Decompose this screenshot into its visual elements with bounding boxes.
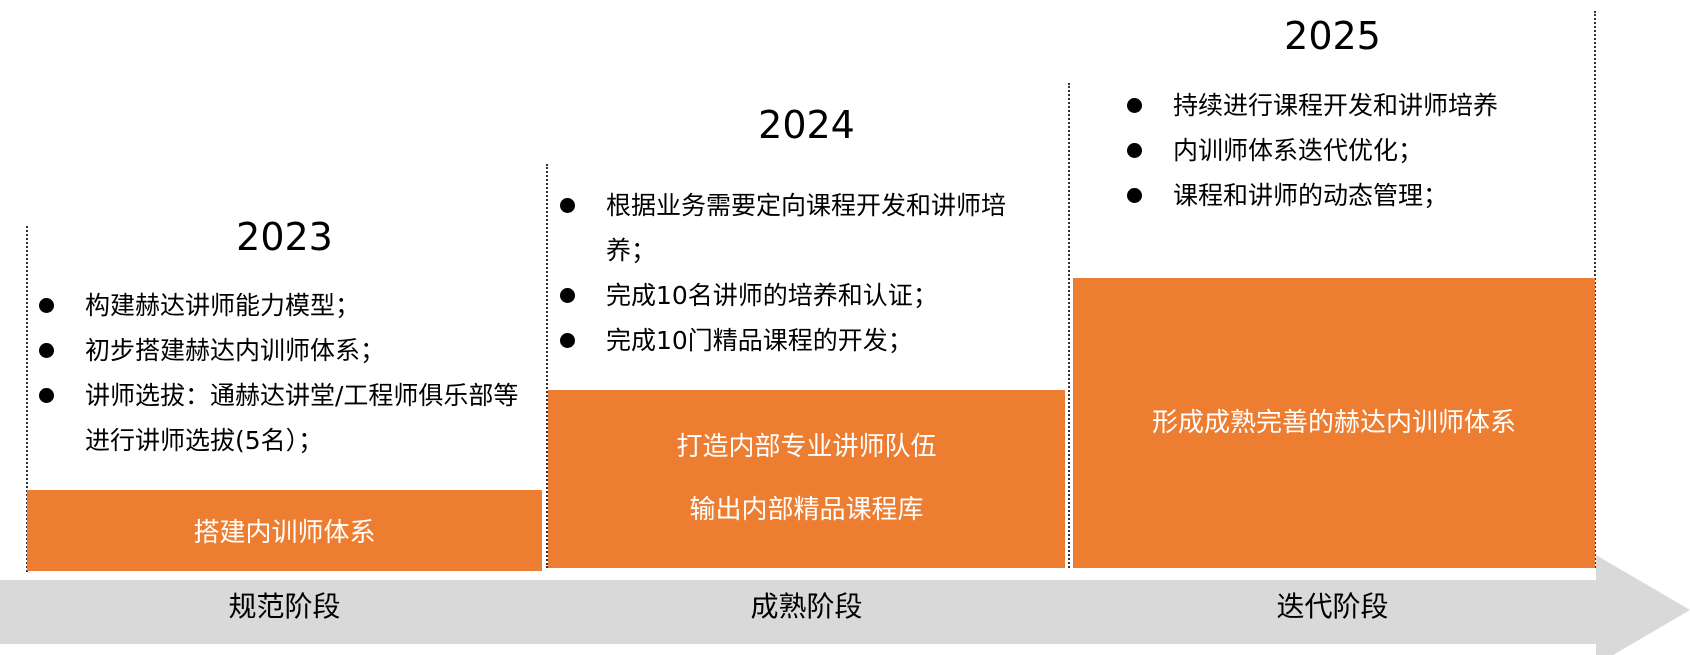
bullet-item: 构建赫达讲师能力模型； bbox=[27, 283, 542, 328]
divider-line bbox=[26, 226, 28, 572]
goal-text: 搭建内训师体系 bbox=[193, 518, 376, 548]
year-label: 2023 bbox=[236, 215, 333, 259]
stage-label: 成熟阶段 bbox=[750, 590, 863, 623]
stage-label: 迭代阶段 bbox=[1276, 590, 1389, 623]
goal-box: 形成成熟完善的赫达内训师体系 bbox=[1073, 278, 1595, 568]
bullet-item: 课程和讲师的动态管理； bbox=[1115, 173, 1555, 218]
bullet-item: 讲师选拔：通赫达讲堂/工程师俱乐部等进行讲师选拔(5名）； bbox=[27, 373, 542, 463]
bullet-list: 持续进行课程开发和讲师培养 内训师体系迭代优化； 课程和讲师的动态管理； bbox=[1115, 83, 1555, 218]
bullet-item: 内训师体系迭代优化； bbox=[1115, 128, 1555, 173]
year-label: 2024 bbox=[758, 103, 855, 147]
goal-text: 输出内部精品课程库 bbox=[689, 495, 924, 525]
year-label: 2025 bbox=[1284, 14, 1381, 58]
goal-box: 搭建内训师体系 bbox=[27, 490, 542, 571]
arrow-shape bbox=[0, 555, 1690, 655]
divider-line bbox=[1068, 83, 1070, 568]
divider-line bbox=[1594, 11, 1596, 568]
goal-text: 形成成熟完善的赫达内训师体系 bbox=[1151, 408, 1516, 438]
bullet-item: 完成10门精品课程的开发； bbox=[548, 318, 1048, 363]
divider-line bbox=[546, 164, 548, 568]
bullet-item: 持续进行课程开发和讲师培养 bbox=[1115, 83, 1555, 128]
bullet-list: 根据业务需要定向课程开发和讲师培养； 完成10名讲师的培养和认证； 完成10门精… bbox=[548, 183, 1048, 363]
goal-box: 打造内部专业讲师队伍 输出内部精品课程库 bbox=[548, 390, 1065, 568]
bullet-list: 构建赫达讲师能力模型； 初步搭建赫达内训师体系； 讲师选拔：通赫达讲堂/工程师俱… bbox=[27, 283, 542, 463]
stage-label: 规范阶段 bbox=[228, 590, 341, 623]
bullet-item: 根据业务需要定向课程开发和讲师培养； bbox=[548, 183, 1048, 273]
bullet-item: 初步搭建赫达内训师体系； bbox=[27, 328, 542, 373]
goal-text: 打造内部专业讲师队伍 bbox=[676, 432, 937, 462]
bullet-item: 完成10名讲师的培养和认证； bbox=[548, 273, 1048, 318]
